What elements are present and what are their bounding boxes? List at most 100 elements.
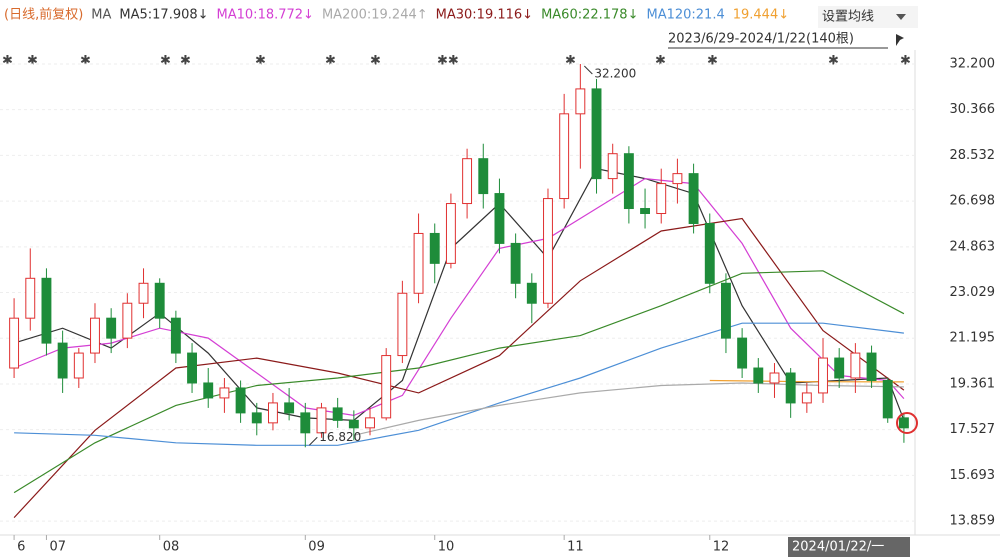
candle-body (785, 372, 796, 404)
y-tick-label: 28.532 (950, 148, 996, 163)
x-tick-label: 07 (49, 540, 66, 555)
legend-item: 19.444↓ (733, 8, 789, 23)
event-icon: ✱ (80, 54, 91, 69)
event-icon: ✱ (655, 54, 666, 69)
candle-body (494, 193, 505, 244)
candle-body (251, 412, 262, 424)
candle-body (381, 355, 392, 419)
event-icon: ✱ (707, 54, 718, 69)
ma-line (14, 322, 904, 446)
legend-item: MA200:19.244↑ (322, 8, 428, 23)
candle-body (284, 402, 295, 414)
legend-item: MA5:17.908↓ (119, 8, 208, 23)
event-icon: ✱ (2, 54, 13, 69)
candle-body (429, 232, 440, 264)
candle-body (672, 173, 683, 185)
candle-body (348, 419, 359, 429)
x-tick-label: 10 (438, 540, 455, 555)
legend-item: MA60:22.178↓ (541, 8, 638, 23)
legend-item: MA (91, 8, 111, 23)
annotation: 32.200 (594, 66, 636, 80)
y-tick-label: 23.029 (950, 285, 996, 300)
candle-body (882, 379, 893, 419)
settings-button[interactable]: 设置均线 (822, 10, 874, 25)
plot-area: 32.200 30.366 28.532 26.698 24.863 23.029 21.1… (0, 56, 995, 557)
x-label-highlight (788, 537, 910, 557)
candle-body (106, 317, 117, 339)
y-tick-label: 19.361 (950, 376, 996, 391)
candle-body (300, 412, 311, 434)
event-icon: ✱ (160, 54, 171, 69)
candle-body (122, 302, 133, 339)
y-tick-label: 21.195 (950, 331, 996, 346)
candle-body (656, 183, 667, 215)
candle-body (57, 342, 68, 379)
y-tick-label: 13.859 (950, 514, 996, 529)
event-icon: ✱ (27, 54, 38, 69)
y-tick-label: 24.863 (950, 239, 996, 254)
y-tick-label: 17.527 (950, 422, 996, 437)
range-label: 2023/6/29-2024/1/22(140根) (668, 32, 854, 47)
event-icon: ✱ (370, 54, 381, 69)
ma-line (13, 217, 905, 519)
candle-body (138, 282, 149, 304)
candle-body (526, 282, 537, 304)
settings-button-bg[interactable] (818, 6, 918, 28)
candle-body (9, 317, 20, 369)
candle-body (769, 372, 780, 384)
candle-body (575, 88, 586, 115)
candle-body (90, 317, 100, 354)
y-tick-label: 15.693 (950, 468, 996, 483)
candle-body (365, 417, 375, 429)
ma-line (353, 382, 904, 436)
candle-body (478, 158, 489, 195)
candle-body (591, 88, 602, 180)
x-tick-label: 6 (17, 540, 25, 555)
candle-body (898, 417, 909, 429)
annotation-arrow (583, 65, 593, 75)
candle-body (543, 198, 553, 304)
annotation: 16.820 (319, 430, 361, 444)
candle-body (445, 203, 456, 264)
candle-body (203, 382, 214, 399)
candle-body (818, 357, 828, 394)
candle-body (154, 282, 165, 319)
pin-icon[interactable] (896, 34, 904, 46)
event-icon: ✱ (255, 54, 266, 69)
candle-body (219, 387, 230, 399)
y-tick-label: 32.200 (950, 56, 996, 71)
candle-body (41, 277, 52, 344)
legend-item: MA10:18.772↓ (217, 8, 314, 23)
x-tick-label: 09 (308, 540, 325, 555)
legend-item: MA120:21.4 (646, 8, 724, 23)
dropdown-arrow[interactable] (896, 14, 906, 20)
ma-line (13, 168, 905, 422)
y-tick-label: 30.366 (950, 102, 996, 117)
ma-line (13, 177, 905, 417)
x-tick-label: 08 (163, 540, 180, 555)
candle-body (704, 222, 715, 284)
candle-body (187, 352, 198, 384)
event-icon: ✱ (565, 54, 576, 69)
legend-item: MA30:19.116↓ (436, 8, 533, 23)
candle-body (866, 352, 877, 381)
event-icons: ✱ ✱ ✱ ✱ ✱ ✱ ✱ ✱ ✱✱ ✱ ✱ ✱ ✱ ✱ (2, 54, 911, 69)
candle-body (25, 277, 36, 319)
highlight-circle (896, 412, 918, 434)
candle-body (267, 402, 278, 424)
candle-body (73, 352, 84, 379)
candle-body (850, 352, 861, 379)
candle-body (834, 357, 845, 379)
event-icon: ✱ (828, 54, 839, 69)
ma-line (13, 270, 905, 494)
candle-body (510, 242, 521, 284)
candle-body (559, 113, 570, 200)
y-tick-label: 26.698 (950, 194, 996, 209)
candle-body (607, 153, 618, 180)
candle-body (235, 387, 246, 414)
candle-body (170, 317, 181, 354)
candle-body (753, 367, 764, 384)
candle-body (640, 208, 651, 215)
candle-body (801, 392, 812, 404)
